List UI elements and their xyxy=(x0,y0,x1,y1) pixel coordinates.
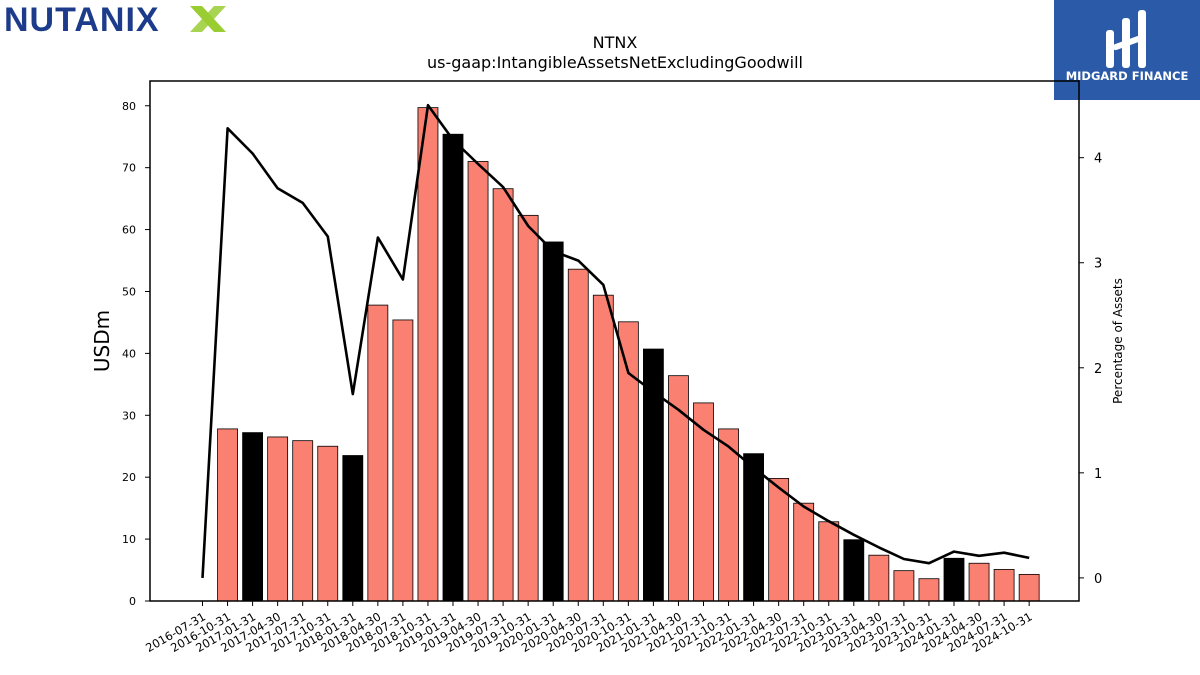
bar-2017-07-31 xyxy=(292,440,314,602)
line-layer xyxy=(201,103,1030,578)
bar-2022-04-30 xyxy=(768,478,790,602)
bar-2018-01-31 xyxy=(342,455,364,602)
bar-2018-10-31 xyxy=(417,107,439,602)
bar-2017-10-31 xyxy=(317,445,339,602)
bar-2024-01-31 xyxy=(943,557,965,602)
bar-2020-01-31 xyxy=(542,241,564,602)
bar-2019-10-31 xyxy=(517,214,539,602)
right-y-axis: 0 1 2 3 4 xyxy=(1079,152,1102,587)
nutanix-x-accent xyxy=(190,6,226,32)
percentage-line xyxy=(201,103,1030,578)
bar-2023-10-31 xyxy=(918,578,940,602)
y-tick-label: 10 xyxy=(122,533,136,546)
bar-2023-04-30 xyxy=(868,554,890,602)
bar-2020-04-30 xyxy=(567,268,589,602)
y-tick-label: 0 xyxy=(129,595,136,608)
bar-2019-04-30 xyxy=(467,161,489,602)
y-tick-label: 20 xyxy=(122,471,136,484)
y2-tick-label: 3 xyxy=(1094,257,1102,272)
y-tick-label: 80 xyxy=(122,100,136,113)
bar-2020-07-31 xyxy=(592,294,614,602)
bar-2016-10-31 xyxy=(217,428,238,602)
y2-tick-label: 2 xyxy=(1094,362,1102,377)
bar-2023-07-31 xyxy=(893,570,915,602)
y2-tick-label: 1 xyxy=(1094,467,1102,482)
midgard-emblem-icon xyxy=(1106,10,1146,68)
bar-2021-07-31 xyxy=(693,402,714,602)
y2-tick-label: 4 xyxy=(1094,152,1102,167)
y-tick-label: 50 xyxy=(122,285,136,298)
y-tick-label: 40 xyxy=(122,347,136,360)
plot-frame xyxy=(149,80,1080,602)
bar-2017-01-31 xyxy=(242,432,264,602)
midgard-logo-text: MIDGARD FINANCE xyxy=(1066,69,1189,83)
y-tick-label: 30 xyxy=(122,409,136,422)
y-axis-label: USDm xyxy=(90,310,114,372)
bar-2023-01-31 xyxy=(843,539,865,602)
y2-axis-label: Percentage of Assets xyxy=(1111,278,1125,404)
bar-2019-07-31 xyxy=(492,188,514,602)
bar-2024-04-30 xyxy=(968,562,990,602)
nutanix-logo: NUTANIX xyxy=(4,1,226,39)
x-axis: 2016-07-312016-10-312017-01-312017-04-30… xyxy=(143,601,1035,655)
bar-2018-07-31 xyxy=(392,319,414,602)
bar-2024-07-31 xyxy=(993,569,1015,602)
bar-2018-04-30 xyxy=(367,304,389,602)
bar-2020-10-31 xyxy=(617,321,639,602)
bars-layer xyxy=(217,107,1040,602)
left-y-axis: 0 10 20 30 40 50 60 70 80 xyxy=(122,100,150,608)
bar-2019-01-31 xyxy=(442,133,464,602)
bar-2024-10-31 xyxy=(1018,573,1040,602)
bar-2022-07-31 xyxy=(793,502,815,602)
chart-subtitle: us-gaap:IntangibleAssetsNetExcludingGood… xyxy=(427,53,803,72)
nutanix-logo-text: NUTANIX xyxy=(4,1,160,39)
y-tick-label: 60 xyxy=(122,224,136,237)
bar-2022-01-31 xyxy=(743,453,764,602)
bar-2017-04-30 xyxy=(267,436,289,602)
y2-tick-label: 0 xyxy=(1094,572,1102,587)
bar-2021-10-31 xyxy=(718,428,739,602)
chart-title: NTNX xyxy=(593,33,638,52)
bar-2022-10-31 xyxy=(818,521,840,602)
y-tick-label: 70 xyxy=(122,162,136,175)
